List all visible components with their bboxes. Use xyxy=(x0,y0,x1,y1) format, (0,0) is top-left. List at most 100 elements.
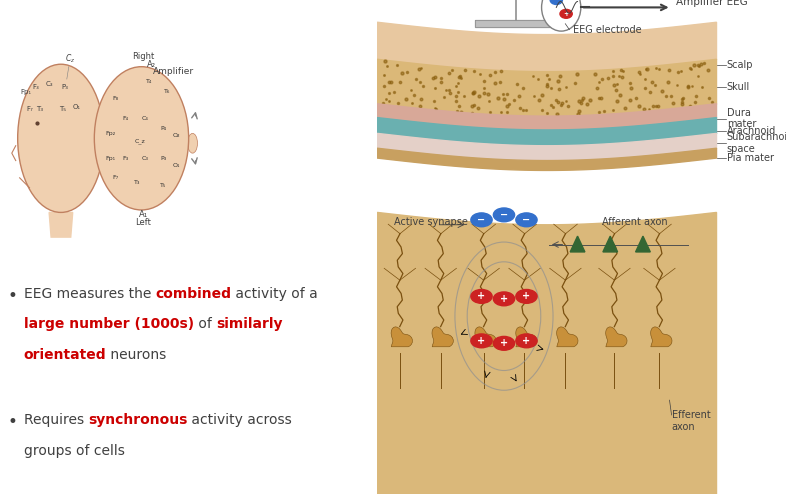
Text: T₃: T₃ xyxy=(36,106,42,112)
Text: +: + xyxy=(523,336,531,346)
Ellipse shape xyxy=(516,289,537,303)
Text: T₅: T₅ xyxy=(59,106,67,112)
Text: Fp₁: Fp₁ xyxy=(20,89,31,95)
Text: O₂: O₂ xyxy=(173,133,181,138)
Text: Amplifier EEG: Amplifier EEG xyxy=(676,0,747,7)
Text: neurons: neurons xyxy=(106,348,167,362)
Text: combined: combined xyxy=(156,287,231,300)
Text: Fp₂: Fp₂ xyxy=(105,131,115,136)
Text: similarly: similarly xyxy=(216,317,282,331)
Text: Efferent
axon: Efferent axon xyxy=(671,410,711,432)
Polygon shape xyxy=(377,133,717,161)
Text: groups of cells: groups of cells xyxy=(24,444,124,457)
Text: activity of a: activity of a xyxy=(231,287,318,300)
Ellipse shape xyxy=(550,0,563,4)
Text: F₄: F₄ xyxy=(123,116,129,121)
Polygon shape xyxy=(391,327,413,347)
Text: EEG electrode: EEG electrode xyxy=(574,25,642,35)
Text: F₃: F₃ xyxy=(32,84,39,90)
Ellipse shape xyxy=(560,9,572,18)
Polygon shape xyxy=(636,236,650,252)
Text: F₇: F₇ xyxy=(26,106,33,112)
Ellipse shape xyxy=(516,334,537,348)
Text: P₃: P₃ xyxy=(61,84,68,90)
Text: F₇: F₇ xyxy=(113,175,119,180)
Text: Dura
mater: Dura mater xyxy=(727,108,756,129)
Text: F₃: F₃ xyxy=(123,156,129,161)
Text: T₄: T₄ xyxy=(146,79,152,84)
Text: Fp₁: Fp₁ xyxy=(105,156,115,161)
Text: Amplifier: Amplifier xyxy=(153,67,195,76)
Ellipse shape xyxy=(18,64,104,212)
Ellipse shape xyxy=(471,213,492,227)
Text: synchronous: synchronous xyxy=(88,413,187,427)
Polygon shape xyxy=(377,104,717,130)
Polygon shape xyxy=(606,327,627,347)
Ellipse shape xyxy=(494,292,515,306)
Polygon shape xyxy=(432,327,454,347)
Text: +: + xyxy=(500,338,508,348)
Text: •: • xyxy=(8,413,18,431)
Polygon shape xyxy=(49,212,72,237)
Text: Left: Left xyxy=(135,218,152,227)
Polygon shape xyxy=(556,327,578,347)
Text: O₁: O₁ xyxy=(173,163,181,168)
Text: Pia mater: Pia mater xyxy=(727,153,773,163)
Text: EEG measures the: EEG measures the xyxy=(24,287,156,300)
Ellipse shape xyxy=(94,67,189,210)
Ellipse shape xyxy=(94,132,103,155)
Text: C₄: C₄ xyxy=(142,116,149,121)
Text: A₁: A₁ xyxy=(139,210,148,219)
Circle shape xyxy=(542,0,581,31)
Text: +: + xyxy=(500,294,508,304)
Text: −: − xyxy=(477,215,486,225)
Text: Afferent axon: Afferent axon xyxy=(602,217,667,227)
Text: +: + xyxy=(523,291,531,301)
Text: −: − xyxy=(523,215,531,225)
Text: +: + xyxy=(564,11,569,17)
Polygon shape xyxy=(377,22,717,72)
Text: T₅: T₅ xyxy=(160,183,166,188)
Text: T₆: T₆ xyxy=(163,89,171,94)
Text: large number (1000s): large number (1000s) xyxy=(24,317,193,331)
Text: C₃: C₃ xyxy=(142,156,149,161)
Text: A₂: A₂ xyxy=(147,60,156,69)
Polygon shape xyxy=(377,212,717,494)
Ellipse shape xyxy=(471,334,492,348)
Text: C_z: C_z xyxy=(134,138,145,144)
Text: C₃: C₃ xyxy=(46,82,53,87)
Text: Subarachnoid
space: Subarachnoid space xyxy=(727,132,786,154)
Polygon shape xyxy=(475,327,496,347)
Polygon shape xyxy=(377,118,717,146)
Text: +: + xyxy=(477,336,486,346)
Polygon shape xyxy=(377,59,717,116)
Text: −: − xyxy=(500,210,508,220)
Text: −: − xyxy=(553,0,559,3)
Text: •: • xyxy=(8,287,18,304)
Ellipse shape xyxy=(494,208,515,222)
Text: Requires: Requires xyxy=(24,413,88,427)
Text: T₃: T₃ xyxy=(134,180,141,185)
Polygon shape xyxy=(377,148,717,170)
Text: Right: Right xyxy=(132,52,155,61)
Ellipse shape xyxy=(86,124,95,143)
Text: P₃: P₃ xyxy=(160,156,166,161)
Text: $C_z$: $C_z$ xyxy=(64,53,75,65)
Text: Scalp: Scalp xyxy=(727,60,753,70)
Text: Arachnoid: Arachnoid xyxy=(727,126,776,136)
Ellipse shape xyxy=(188,133,197,153)
Text: orientated: orientated xyxy=(24,348,106,362)
Polygon shape xyxy=(516,327,537,347)
Text: of: of xyxy=(193,317,216,331)
Polygon shape xyxy=(570,236,585,252)
Text: F₈: F₈ xyxy=(113,96,119,101)
Polygon shape xyxy=(603,236,618,252)
Text: activity across: activity across xyxy=(187,413,292,427)
Text: O₁: O₁ xyxy=(72,104,81,110)
Text: Active synapse: Active synapse xyxy=(394,217,468,227)
Ellipse shape xyxy=(516,213,537,227)
Polygon shape xyxy=(651,327,672,347)
Text: P₄: P₄ xyxy=(160,126,166,131)
Ellipse shape xyxy=(471,289,492,303)
Ellipse shape xyxy=(494,336,515,350)
